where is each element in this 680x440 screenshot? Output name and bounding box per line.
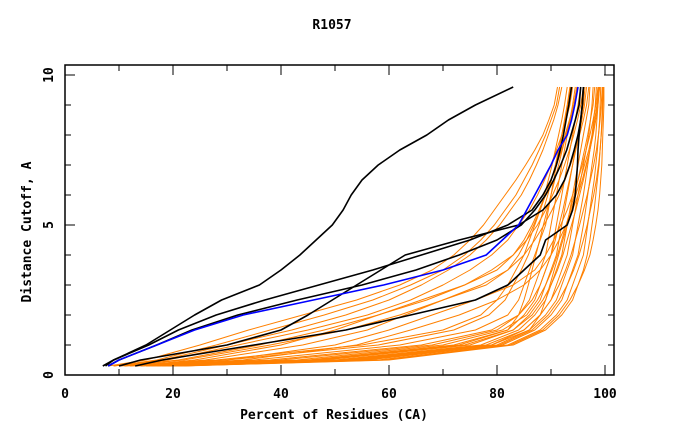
series-line-black-outlier	[102, 86, 514, 367]
series-line-orange-10	[183, 86, 604, 367]
series-line-blue	[107, 86, 579, 367]
series-line-orange-25	[108, 86, 558, 367]
series-line-orange-29	[162, 86, 601, 367]
y-tick-label: 10	[42, 67, 57, 83]
x-tick-label: 40	[273, 387, 289, 402]
series-line-orange-26	[118, 86, 584, 367]
series-line-black-3	[107, 86, 582, 367]
x-tick-label: 100	[593, 387, 617, 402]
series-line-orange-02	[140, 86, 576, 367]
series-line-orange-22	[113, 86, 563, 367]
x-tick-label: 20	[165, 387, 181, 402]
curves-group	[102, 86, 605, 367]
y-axis-label: Distance Cutoff, A	[20, 161, 35, 302]
chart-title: R1057	[312, 18, 351, 33]
series-line-orange-14	[167, 86, 603, 367]
series-line-orange-15	[172, 86, 604, 367]
series-line-orange-19	[135, 86, 578, 367]
y-axis-ticks: 0 5 10	[42, 67, 614, 379]
series-line-orange-08	[172, 86, 600, 367]
x-tick-label: 80	[489, 387, 505, 402]
series-line-orange-13	[156, 86, 599, 367]
x-axis-label: Percent of Residues (CA)	[240, 408, 428, 423]
x-axis-ticks: 0 20 40 60 80 100	[61, 65, 617, 402]
y-tick-label: 0	[42, 371, 57, 379]
series-line-orange-05	[156, 86, 591, 367]
series-line-orange-06	[162, 86, 594, 367]
x-tick-label: 60	[381, 387, 397, 402]
series-line-orange-30	[178, 87, 605, 367]
y-tick-label: 5	[42, 221, 57, 229]
series-line-orange-12	[145, 86, 596, 367]
series-line-orange-16	[118, 86, 568, 367]
series-line-orange-09	[178, 86, 602, 367]
series-line-black-5	[135, 86, 585, 367]
series-line-black-4	[118, 86, 585, 367]
plot-frame	[64, 64, 615, 376]
series-line-orange-24	[118, 86, 574, 367]
x-tick-label: 0	[61, 387, 69, 402]
series-line-orange-21	[145, 86, 601, 367]
